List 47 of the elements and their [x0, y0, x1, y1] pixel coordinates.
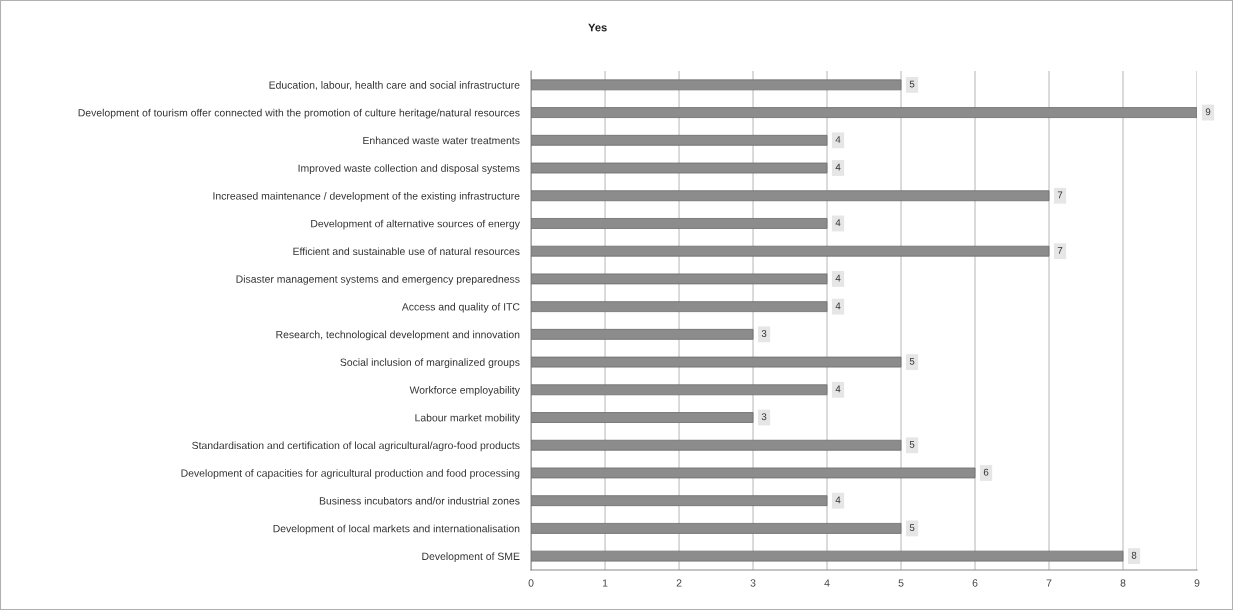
y-tick-label: Education, labour, health care and social infrastructure — [269, 81, 520, 90]
x-tick-label: 9 — [1194, 579, 1200, 587]
y-tick-label: Development of SME — [422, 552, 520, 563]
y-tick-label: Social inclusion of marginalized groups — [340, 358, 520, 369]
data-label: 5 — [909, 441, 915, 448]
data-label: 5 — [909, 80, 915, 88]
data-label: 4 — [835, 274, 841, 282]
data-label: 5 — [909, 357, 915, 365]
x-tick-label: 2 — [676, 579, 682, 587]
x-tick-label: 1 — [602, 579, 608, 587]
data-label: 3 — [761, 330, 767, 337]
x-tick-label: 4 — [824, 579, 830, 587]
y-tick-label: Business incubators and/or industrial zones — [319, 496, 520, 505]
y-tick-label: Efficient and sustainable use of natural resources — [293, 247, 520, 256]
data-label: 3 — [761, 413, 767, 421]
y-tick-label: Disaster management systems and emergency preparedness — [236, 275, 520, 285]
x-tick-label: 5 — [898, 579, 904, 587]
y-tick-label: Labour market mobility — [415, 413, 520, 424]
data-label: 4 — [835, 136, 841, 143]
y-tick-label: Access and quality of ITC — [401, 302, 520, 313]
data-label: 7 — [1057, 191, 1063, 199]
data-label: 4 — [835, 302, 841, 310]
data-label: 4 — [835, 385, 841, 393]
y-tick-label: Development of alternative sources of energy — [311, 219, 520, 230]
data-label: 8 — [1131, 551, 1137, 559]
data-label: 9 — [1205, 108, 1211, 116]
y-tick-label: Standardisation and certification of local agricultural/agro-food products — [192, 441, 520, 452]
y-tick-label: Increased maintenance / development of the existing infrastructure — [213, 191, 520, 202]
y-tick-label: Research, technological development and innovation — [276, 330, 520, 341]
data-label: 6 — [983, 468, 989, 476]
x-tick-label: 8 — [1120, 579, 1126, 587]
y-tick-label: Development of capacities for agricultural production and food processing — [181, 469, 520, 479]
x-tick-label: 6 — [972, 579, 978, 587]
data-label: 7 — [1057, 247, 1063, 254]
x-tick-label: 3 — [750, 579, 756, 587]
y-tick-label: Development of tourism offer connected with the promotion of culture heritage/natural resources — [78, 108, 520, 119]
data-label: 4 — [835, 219, 841, 226]
chart-title: Yes — [588, 23, 607, 32]
y-tick-label: Improved waste collection and disposal systems — [298, 164, 520, 174]
y-tick-label: Development of local markets and internationalisation — [273, 524, 520, 535]
data-label: 5 — [909, 524, 915, 532]
x-tick-label: 7 — [1046, 579, 1052, 587]
y-tick-label: Workforce employability — [409, 386, 520, 396]
data-label: 4 — [835, 496, 841, 504]
data-label: 4 — [835, 163, 841, 171]
y-tick-label: Enhanced waste water treatments — [363, 136, 520, 145]
x-tick-label: 0 — [528, 579, 534, 587]
